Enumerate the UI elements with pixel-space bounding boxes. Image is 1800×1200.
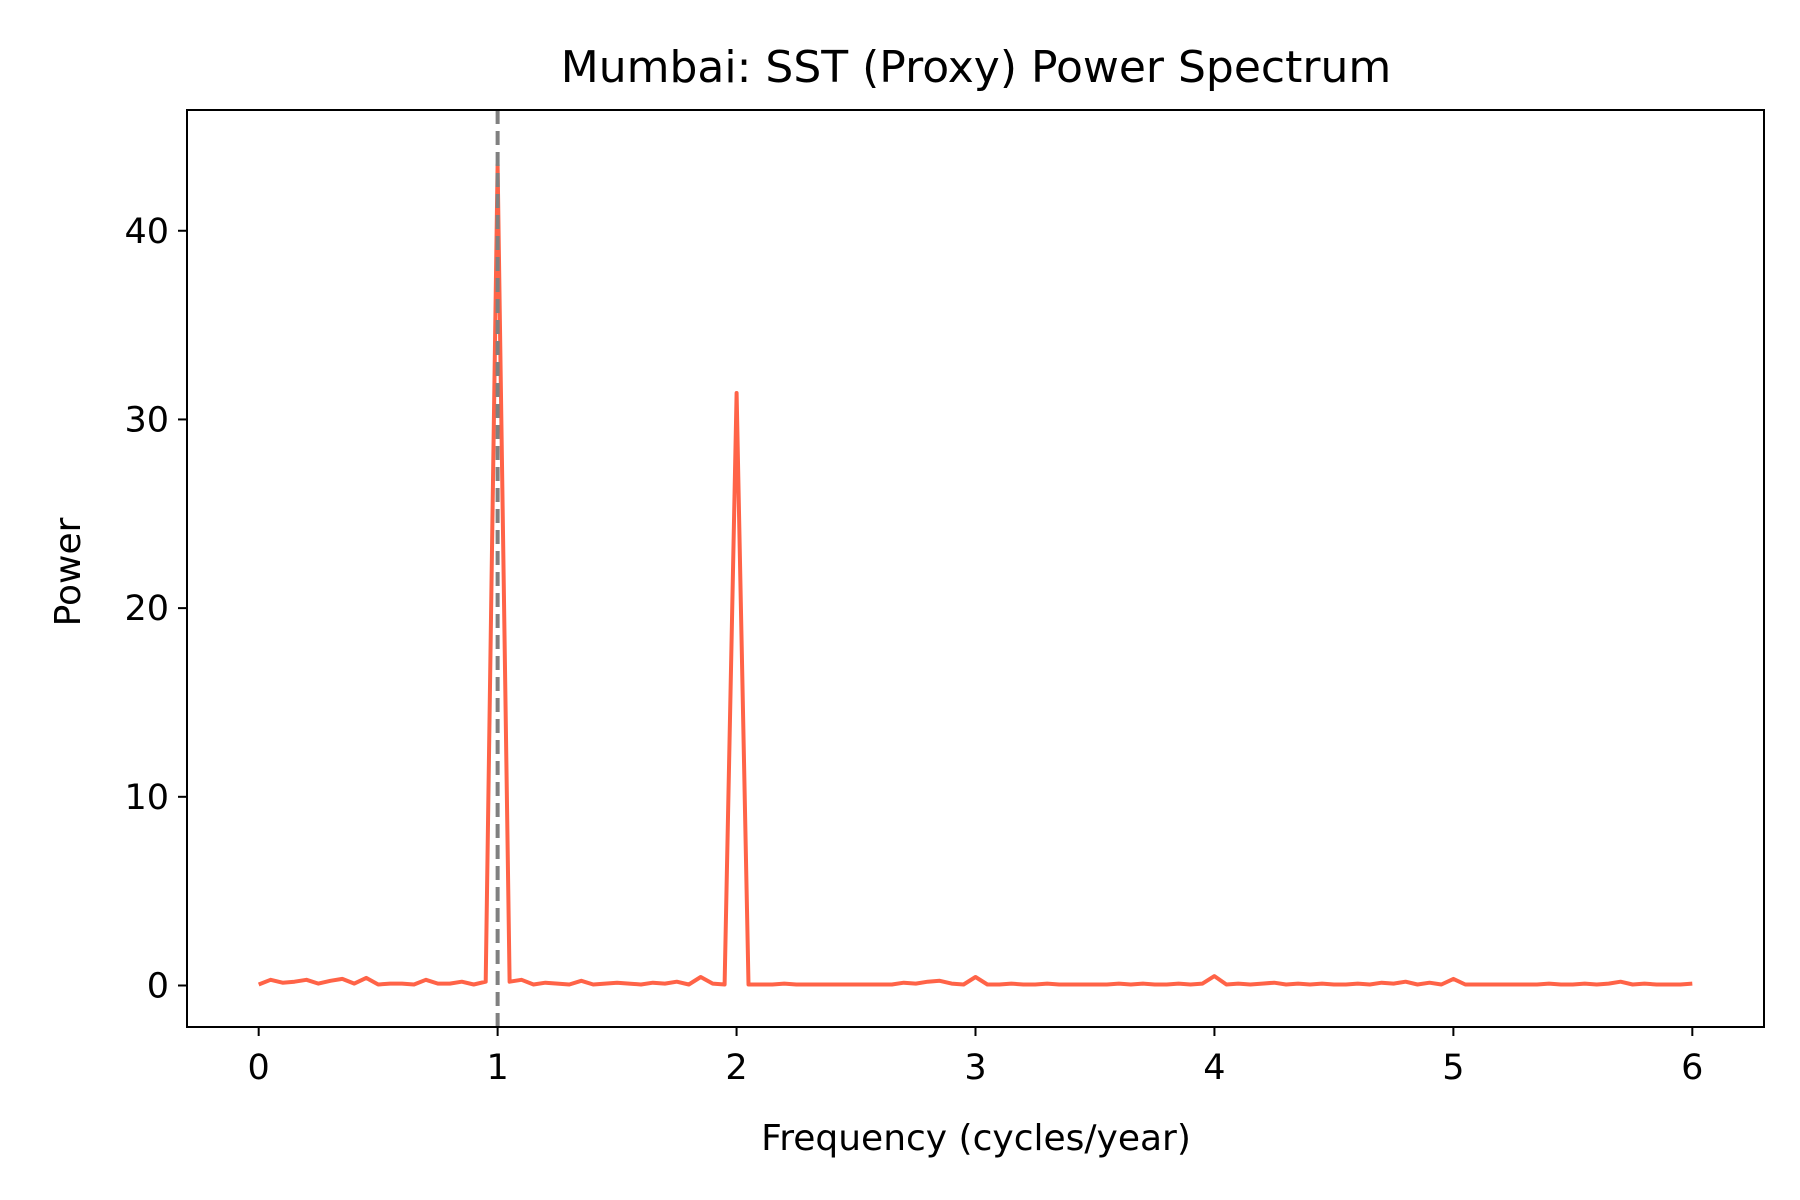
y-axis-label: Power [48,517,89,626]
y-tick-label: 40 [124,212,169,252]
y-tick-label: 10 [124,778,169,818]
x-tick-label: 3 [964,1048,986,1088]
x-tick-label: 4 [1203,1048,1225,1088]
x-tick-label: 6 [1681,1048,1703,1088]
x-tick-label: 5 [1442,1048,1464,1088]
y-tick-label: 30 [124,400,169,440]
plot-frame [186,109,1765,1028]
x-tick-label: 1 [486,1048,508,1088]
y-tick-label: 0 [147,966,169,1006]
x-tick-label: 2 [725,1048,747,1088]
x-tick-label: 0 [248,1048,270,1088]
chart-title: Mumbai: SST (Proxy) Power Spectrum [561,42,1391,93]
x-axis-label: Frequency (cycles/year) [761,1118,1191,1159]
axis-ticks: 0 1 2 3 4 5 6 0 10 20 30 40 [124,212,1703,1088]
plot-area [257,110,1693,1027]
y-tick-label: 20 [124,589,169,629]
